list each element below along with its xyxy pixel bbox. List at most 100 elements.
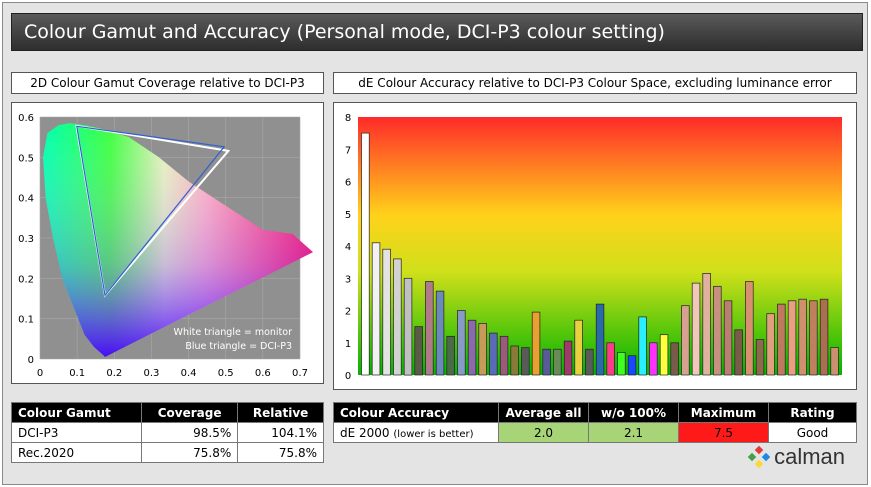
- accuracy-header-wo100: w/o 100%: [588, 402, 679, 423]
- x-tick-label: 0.3: [143, 368, 159, 379]
- x-tick-label: 0.5: [218, 368, 234, 379]
- y-tick-label: 0: [345, 371, 351, 382]
- de-bar: [403, 277, 413, 376]
- de-bar: [681, 305, 690, 376]
- y-tick-label: 0.2: [18, 274, 34, 285]
- de-bar: [659, 334, 669, 376]
- de-bar: [414, 326, 423, 376]
- de-bar: [521, 347, 530, 376]
- gamut-table: Colour Gamut Coverage Relative DCI-P3 98…: [11, 402, 324, 463]
- de-bar: [627, 355, 637, 376]
- de-bar: [691, 282, 701, 376]
- y-tick-label: 0.4: [18, 194, 34, 205]
- y-tick-label: 1: [345, 339, 351, 350]
- calman-logo-text: calman: [774, 444, 845, 469]
- x-tick-label: 0.2: [106, 368, 122, 379]
- y-tick-label: 0.1: [18, 315, 34, 326]
- gamut-row-relative: 75.8%: [237, 442, 324, 463]
- de-bar: [606, 342, 615, 376]
- de-bar: [702, 273, 711, 376]
- y-tick-label: 8: [345, 113, 351, 124]
- de-bar: [371, 242, 381, 376]
- spectral-locus-shade: [43, 123, 313, 357]
- gamut-triangle-dcip3: [76, 125, 226, 297]
- y-tick-label: 2: [345, 307, 351, 318]
- accuracy-row-label: dE 2000: [340, 425, 390, 440]
- x-tick-label: 0.6: [255, 368, 271, 379]
- calman-logo: calman: [748, 444, 845, 470]
- de-panel-heading: dE Colour Accuracy relative to DCI-P3 Co…: [333, 72, 857, 94]
- de-bar: [723, 300, 733, 376]
- x-tick-label: 0.4: [181, 368, 197, 379]
- accuracy-rating: Good: [768, 422, 857, 443]
- de-plot-box: 0 1 2 3 4 5 6 7 8: [333, 102, 857, 390]
- y-tick-label: 0.6: [18, 113, 34, 124]
- de-bar: [510, 345, 519, 376]
- de-bar: [531, 311, 541, 376]
- de-bar: [595, 303, 605, 376]
- de-bar: [563, 340, 573, 376]
- page-title: Colour Gamut and Accuracy (Personal mode…: [11, 13, 863, 51]
- gamut-row-relative: 104.1%: [237, 422, 324, 443]
- de-bar: [425, 281, 434, 376]
- gamut-header-coverage: Coverage: [140, 402, 239, 423]
- de-bar: [766, 313, 775, 376]
- de-bar: [574, 319, 583, 376]
- de-bar: [734, 329, 743, 376]
- de-bar: [617, 352, 626, 376]
- y-tick-label: 0.3: [18, 234, 34, 245]
- legend-blue-text: Blue triangle = DCI-P3: [185, 341, 292, 352]
- accuracy-header-label: Colour Accuracy: [333, 402, 499, 423]
- gamut-row-coverage: 75.8%: [140, 442, 239, 463]
- de-bar: [798, 298, 807, 376]
- accuracy-row-note: (lower is better): [393, 428, 474, 440]
- de-bar: [819, 298, 829, 376]
- table-row: DCI-P3 98.5% 104.1%: [11, 422, 324, 443]
- de-bar: [499, 335, 509, 376]
- de-bar: [542, 348, 551, 376]
- de-bar: [553, 348, 562, 376]
- legend-white-text: White triangle = monitor: [174, 327, 293, 338]
- de-bar: [830, 347, 839, 376]
- table-row: Rec.2020 75.8% 75.8%: [11, 442, 324, 463]
- gamut-row-label: DCI-P3: [11, 422, 142, 443]
- y-tick-label: 6: [345, 178, 351, 189]
- accuracy-table-header: Colour Accuracy Average all w/o 100% Max…: [333, 402, 857, 423]
- gamut-header-relative: Relative: [237, 402, 324, 423]
- de-bar: [489, 332, 498, 376]
- de-bar: [446, 335, 455, 376]
- y-tick-label: 3: [345, 274, 351, 285]
- accuracy-table: Colour Accuracy Average all w/o 100% Max…: [333, 402, 857, 443]
- de-bar: [809, 300, 818, 376]
- accuracy-maximum: 7.5: [678, 422, 769, 443]
- y-tick-label: 0.5: [18, 153, 34, 164]
- de-bar: [745, 281, 754, 376]
- de-bar: [787, 300, 797, 376]
- de-bar: [435, 290, 445, 376]
- de-chart: 0 1 2 3 4 5 6 7 8: [345, 113, 842, 382]
- gamut-row-label: Rec.2020: [11, 442, 142, 463]
- y-tick-label: 5: [345, 210, 351, 221]
- de-bar: [361, 132, 370, 376]
- de-bar: [777, 303, 786, 376]
- de-bar: [457, 310, 466, 376]
- x-tick-label: 0.7: [292, 368, 308, 379]
- de-bar: [638, 316, 647, 376]
- de-bar: [755, 339, 765, 376]
- table-row: dE 2000 (lower is better) 2.0 2.1 7.5 Go…: [333, 422, 857, 443]
- accuracy-wo100: 2.1: [588, 422, 679, 443]
- gamut-row-coverage: 98.5%: [140, 422, 239, 443]
- de-bar: [713, 285, 722, 376]
- gamut-table-header: Colour Gamut Coverage Relative: [11, 402, 324, 423]
- de-bar: [393, 258, 402, 376]
- de-bar: [649, 342, 658, 376]
- calman-logo-icon: [748, 446, 771, 468]
- accuracy-average: 2.0: [498, 422, 589, 443]
- de-bar: [467, 319, 477, 376]
- y-tick-label: 7: [345, 145, 351, 156]
- y-tick-label: 0: [28, 355, 34, 366]
- gamut-chart: 0 0.1 0.2 0.3 0.4 0.5 0.6 0.7 0 0.1 0.2 0.3 0.4 0.5 0.…: [18, 113, 313, 379]
- gamut-plot-box: 0 0.1 0.2 0.3 0.4 0.5 0.6 0.7 0 0.1 0.2 0.3 0.4 0.5 0.…: [11, 102, 324, 384]
- y-tick-label: 4: [345, 242, 351, 253]
